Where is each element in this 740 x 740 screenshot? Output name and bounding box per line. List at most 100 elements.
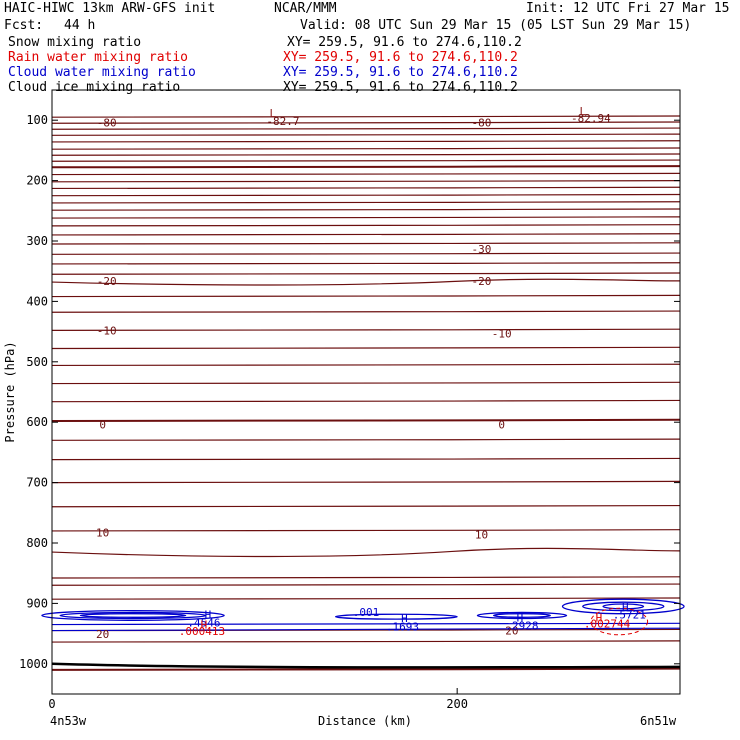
field-xy-rain: XY= 259.5, 91.6 to 274.6,110.2 <box>283 50 518 65</box>
y-tick-label: 900 <box>26 596 48 610</box>
y-tick-label: 800 <box>26 536 48 550</box>
cloud-water-contour <box>79 613 187 618</box>
cloud-water-contour <box>41 609 225 621</box>
field-xy-cloud-water: XY= 259.5, 91.6 to 274.6,110.2 <box>283 65 518 80</box>
y-tick-label: 100 <box>26 113 48 127</box>
isotherm-line <box>51 172 681 176</box>
isotherm-line <box>51 583 681 586</box>
model-title: HAIC-HIWC 13km ARW-GFS init <box>4 1 216 16</box>
isotherm-label: -20 <box>97 275 117 288</box>
isotherm-line <box>51 363 681 367</box>
y-tick-label: 700 <box>26 476 48 490</box>
extremum-label: L <box>270 107 277 120</box>
isotherm-label: 10 <box>475 529 488 542</box>
isotherm-line <box>51 262 681 265</box>
extremum-label: .1693 <box>386 620 419 633</box>
isotherm-line <box>51 381 681 385</box>
x-axis-label: Distance (km) <box>318 714 412 728</box>
left-endpoint-label: 4n53w <box>50 714 87 728</box>
isotherm-line <box>51 272 681 275</box>
extremum-label: .000413 <box>179 625 225 638</box>
extremum-label: .001 <box>353 606 380 619</box>
isotherm-line <box>51 346 681 350</box>
isotherm-line <box>51 667 681 671</box>
x-tick-label: 0 <box>48 697 55 711</box>
field-xy-cloud-ice: XY= 259.5, 91.6 to 274.6,110.2 <box>283 80 518 95</box>
isotherm-line <box>51 457 681 461</box>
y-tick-label: 300 <box>26 234 48 248</box>
isotherm-line <box>51 640 681 643</box>
isotherm-line <box>51 224 681 227</box>
y-tick-label: 500 <box>26 355 48 369</box>
extremum-label: L <box>579 105 586 118</box>
isotherm-label: 20 <box>505 625 518 638</box>
isotherm-label: -20 <box>472 275 492 288</box>
init-time: Init: 12 UTC Fri 27 Mar 15 <box>526 1 730 16</box>
y-axis-label: Pressure (hPa) <box>3 341 17 442</box>
field-xy-snow: XY= 259.5, 91.6 to 274.6,110.2 <box>287 35 522 50</box>
cloud-water-contour <box>59 611 207 620</box>
isotherm-line <box>51 193 681 197</box>
cloud-water-contour <box>51 622 681 626</box>
isotherm-line <box>51 233 681 236</box>
isotherm-line <box>51 216 681 219</box>
y-tick-label: 400 <box>26 294 48 308</box>
isotherm-line <box>51 186 681 190</box>
isotherm-line <box>51 208 681 211</box>
isotherm-line <box>51 201 681 204</box>
field-name-rain: Rain water mixing ratio <box>8 50 189 65</box>
isotherm-label: 10 <box>96 527 109 540</box>
isotherm-line <box>51 438 681 441</box>
extremum-label: .002744 <box>584 617 631 630</box>
forecast-label: Fcst: <box>4 18 44 33</box>
isotherm-line <box>51 529 681 532</box>
extremum-label: .4546 <box>187 617 220 630</box>
isotherm-line <box>51 133 681 136</box>
isotherm-label: -10 <box>97 324 117 337</box>
isotherm-line <box>51 165 681 169</box>
isotherm-label: 20 <box>96 628 109 641</box>
extremum-label: H <box>622 601 629 614</box>
isotherm-line <box>51 547 681 558</box>
isotherm-lines <box>51 115 681 671</box>
extremum-label: H <box>201 619 208 632</box>
cloud-contours <box>41 598 685 636</box>
extremum-label: H <box>401 612 408 625</box>
organization: NCAR/MMM <box>274 1 337 16</box>
y-tick-label: 600 <box>26 415 48 429</box>
y-tick-label: 1000 <box>19 657 48 671</box>
field-name-snow: Snow mixing ratio <box>8 35 142 50</box>
rain-water-contour <box>590 607 649 636</box>
isotherm-line <box>51 597 681 600</box>
isotherm-line <box>51 310 681 313</box>
plot-frame <box>51 89 681 695</box>
isotherm-line <box>51 147 681 150</box>
cloud-water-contour <box>476 611 568 620</box>
isotherm-label: 0 <box>99 419 106 432</box>
isotherm-line <box>51 180 681 183</box>
isotherm-line <box>51 242 681 245</box>
isotherm-label: -30 <box>472 243 492 256</box>
isotherm-label: -10 <box>492 327 512 340</box>
isotherm-label: 0 <box>498 419 505 432</box>
isotherm-line <box>51 159 681 162</box>
cloud-water-contour <box>51 627 681 632</box>
isotherm-label: -82.7 <box>266 115 299 128</box>
isotherm-label: -80 <box>97 117 117 130</box>
cloud-water-contour <box>492 613 551 618</box>
extremum-label: H <box>596 611 603 624</box>
isotherm-line <box>51 418 681 422</box>
isotherm-line <box>51 328 681 331</box>
isotherm-line <box>51 153 681 156</box>
valid-time: Valid: 08 UTC Sun 29 Mar 15 (05 LST Sun … <box>300 18 692 33</box>
isotherm-line <box>51 399 681 403</box>
isotherm-line <box>51 504 681 508</box>
isotherm-line <box>51 278 681 286</box>
extremum-label: H <box>205 608 212 621</box>
isotherm-line <box>51 140 681 143</box>
isotherm-line <box>51 576 681 579</box>
ground-line-path <box>51 662 681 669</box>
y-tick-label: 200 <box>26 174 48 188</box>
